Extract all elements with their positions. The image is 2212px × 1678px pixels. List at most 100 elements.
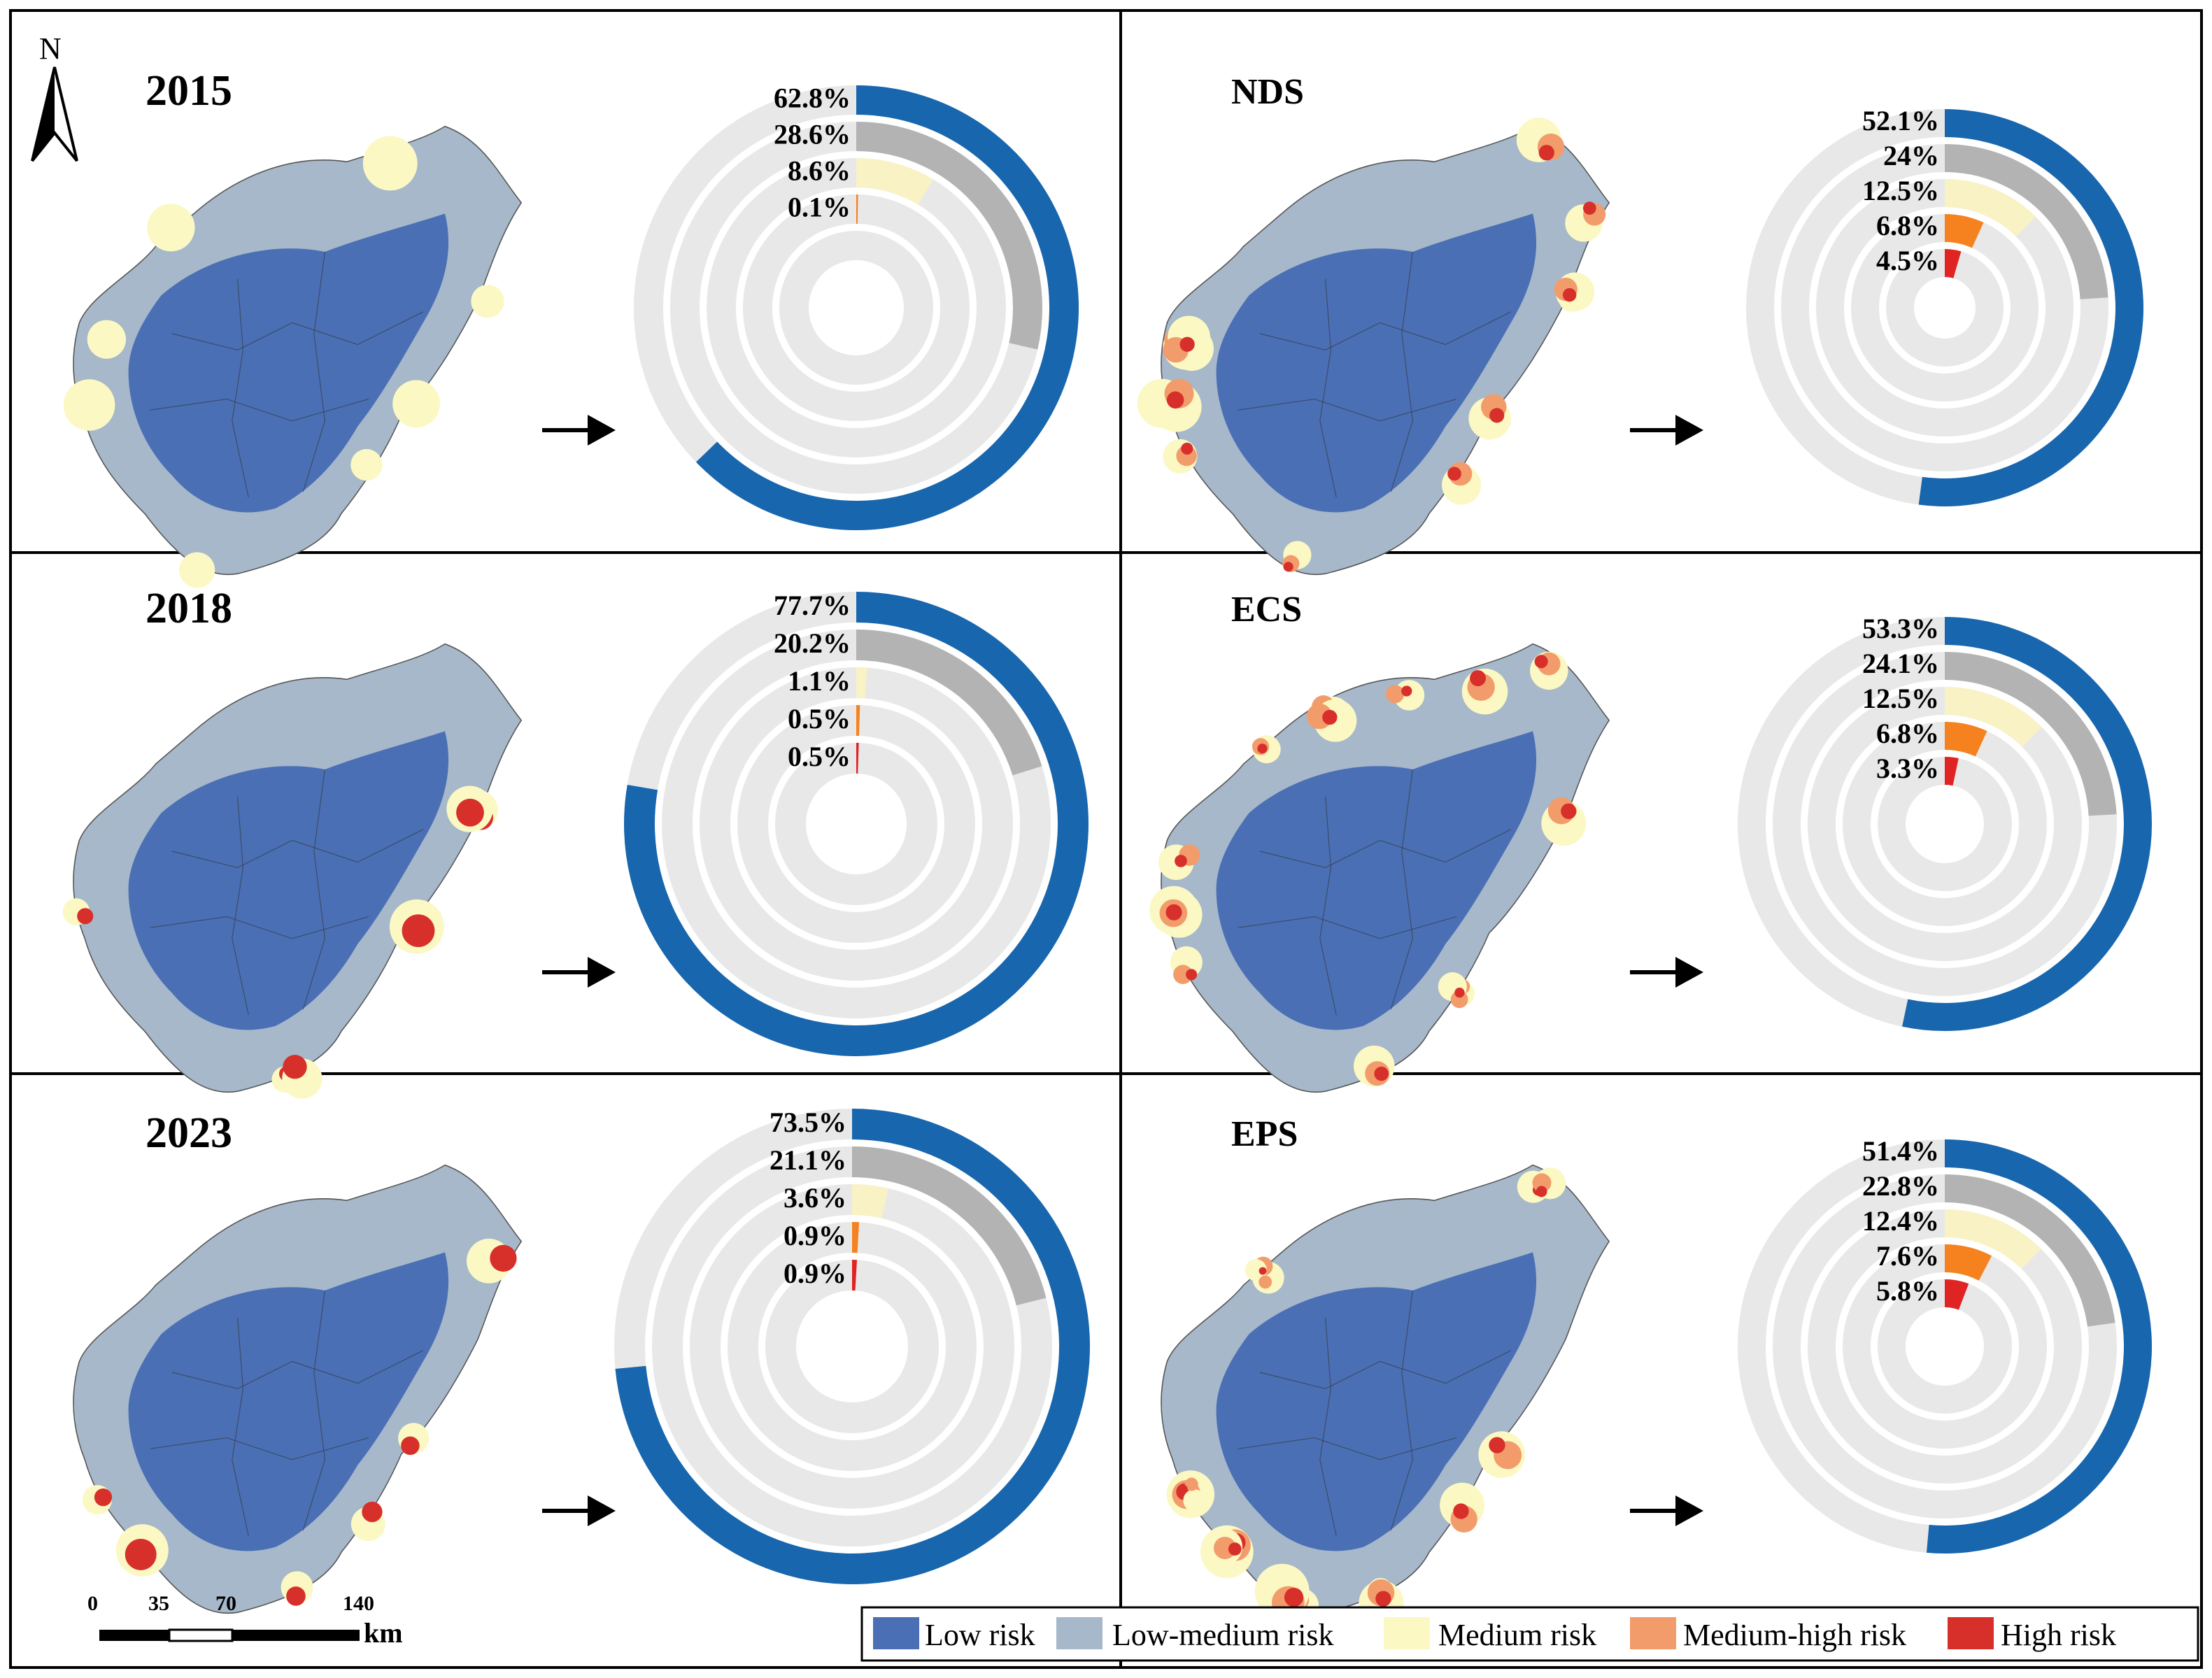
arrow-icon-eps	[1630, 1495, 1703, 1526]
title-2018: 2018	[146, 585, 232, 632]
risk-map-2015	[63, 125, 523, 588]
high-risk-spot	[1454, 987, 1465, 998]
county-boundary	[1319, 1317, 1337, 1537]
bar-nds-low	[1918, 109, 2144, 506]
label-eps-low: 51.4%	[1862, 1135, 1939, 1167]
legend-label-low: Low risk	[925, 1618, 1035, 1652]
county-boundary	[1259, 829, 1512, 869]
low-risk-zone	[128, 1252, 449, 1551]
label-nds-low: 52.1%	[1862, 105, 1939, 136]
medium-high-risk-spot	[1385, 685, 1405, 704]
high-risk-spot	[1322, 709, 1338, 725]
county-boundary	[1259, 311, 1512, 351]
county-boundary	[150, 916, 369, 939]
label-2018-medium-high: 0.5%	[788, 703, 851, 734]
high-risk-spot	[1561, 803, 1577, 819]
medium-risk-spot	[350, 448, 383, 481]
bar-nds-high	[1945, 249, 1962, 278]
bar-eps-high	[1945, 1279, 1969, 1310]
scale-tick-140: 140	[343, 1592, 374, 1615]
scale-tick-35: 35	[148, 1592, 169, 1615]
risk-map-2018	[62, 643, 523, 1099]
radial-chart-2023: 73.5% 21.1% 3.6% 0.9% 0.9%	[614, 1107, 1091, 1584]
label-2023-low-medium: 21.1%	[770, 1144, 846, 1176]
title-nds: NDS	[1231, 72, 1304, 112]
panels	[9, 9, 2203, 1669]
county-boundary	[1390, 1290, 1413, 1531]
county-boundary	[1238, 916, 1456, 939]
high-risk-spot	[283, 1055, 307, 1079]
label-2015-low-medium: 28.6%	[774, 119, 851, 150]
label-ecs-medium: 12.5%	[1862, 683, 1939, 714]
label-ecs-high: 3.3%	[1876, 753, 1939, 784]
bar-ecs-low-medium	[1945, 652, 2117, 816]
medium-high-risk-spot	[1184, 1477, 1198, 1491]
high-risk-spot	[1165, 904, 1182, 920]
high-risk-spot	[94, 1488, 113, 1507]
scale-segment-1	[99, 1630, 169, 1641]
medium-risk-spot	[63, 379, 115, 431]
county-boundary	[171, 311, 424, 351]
low-risk-zone	[128, 731, 449, 1030]
legend-label-high: High risk	[2001, 1618, 2116, 1652]
label-ecs-low-medium: 24.1%	[1862, 648, 1939, 679]
bar-2015-medium	[856, 158, 934, 205]
risk-map-ecs	[1149, 643, 1610, 1093]
county-boundary	[1238, 399, 1456, 422]
bar-2023-medium-high	[852, 1222, 860, 1253]
high-risk-spot	[1374, 1066, 1389, 1081]
high-risk-spot	[1470, 670, 1487, 687]
bar-2018-low-medium	[856, 630, 1042, 776]
arrow-icon-2023	[542, 1495, 616, 1526]
legend-label-medium: Medium risk	[1438, 1618, 1596, 1652]
high-risk-spot	[1534, 655, 1548, 669]
north-arrow: N	[31, 31, 78, 162]
legend-swatch-low-medium	[1056, 1617, 1103, 1649]
high-risk-spot	[1257, 744, 1268, 754]
high-risk-spot	[1228, 1542, 1242, 1556]
county-boundary	[1319, 796, 1337, 1016]
legend: Low risk Low-medium risk Medium risk Med…	[860, 1606, 2199, 1662]
high-risk-spot	[1179, 1485, 1188, 1493]
bar-eps-medium-high	[1945, 1244, 1992, 1281]
high-risk-spot	[1375, 1591, 1391, 1607]
county-boundary	[150, 399, 369, 422]
county-boundary	[171, 829, 424, 869]
radial-chart-2018: 77.7% 20.2% 1.1% 0.5% 0.5%	[623, 590, 1089, 1057]
label-2023-high: 0.9%	[784, 1258, 846, 1289]
scale-bar: 0 35 70 140 km	[87, 1592, 403, 1649]
high-risk-spot	[456, 798, 484, 827]
high-risk-spot	[401, 1436, 420, 1456]
label-eps-low-medium: 22.8%	[1862, 1170, 1939, 1202]
title-2015: 2015	[146, 67, 232, 115]
label-2015-medium: 8.6%	[788, 155, 851, 187]
bar-2023-low-medium	[852, 1146, 1047, 1306]
high-risk-spot	[1453, 1503, 1469, 1519]
title-eps: EPS	[1231, 1114, 1298, 1154]
medium-risk-spot	[147, 204, 195, 252]
label-nds-high: 4.5%	[1876, 245, 1939, 276]
ring-track-high	[779, 231, 933, 385]
county-boundary	[232, 1317, 249, 1537]
medium-risk-spot	[179, 552, 215, 588]
high-risk-spot	[1166, 391, 1184, 409]
legend-swatch-high	[1948, 1617, 1994, 1649]
bar-2018-medium-high	[856, 705, 860, 737]
north-arrow-fill-icon	[32, 67, 55, 161]
county-boundary	[302, 251, 325, 492]
legend-swatch-low	[873, 1617, 919, 1649]
ring-track-high	[1878, 1279, 2012, 1414]
high-risk-spot	[490, 1244, 517, 1272]
low-risk-zone	[128, 213, 449, 513]
county-boundary	[232, 278, 249, 498]
scale-segment-2	[168, 1628, 234, 1642]
bar-2015-low	[695, 85, 1079, 531]
bar-ecs-high	[1945, 757, 1959, 786]
high-risk-spot	[362, 1501, 383, 1523]
label-2023-medium: 3.6%	[784, 1182, 846, 1214]
medium-high-risk-spot	[1173, 965, 1193, 984]
low-risk-zone	[1216, 213, 1537, 513]
label-ecs-low: 53.3%	[1862, 613, 1939, 644]
high-risk-spot	[1489, 1437, 1505, 1453]
